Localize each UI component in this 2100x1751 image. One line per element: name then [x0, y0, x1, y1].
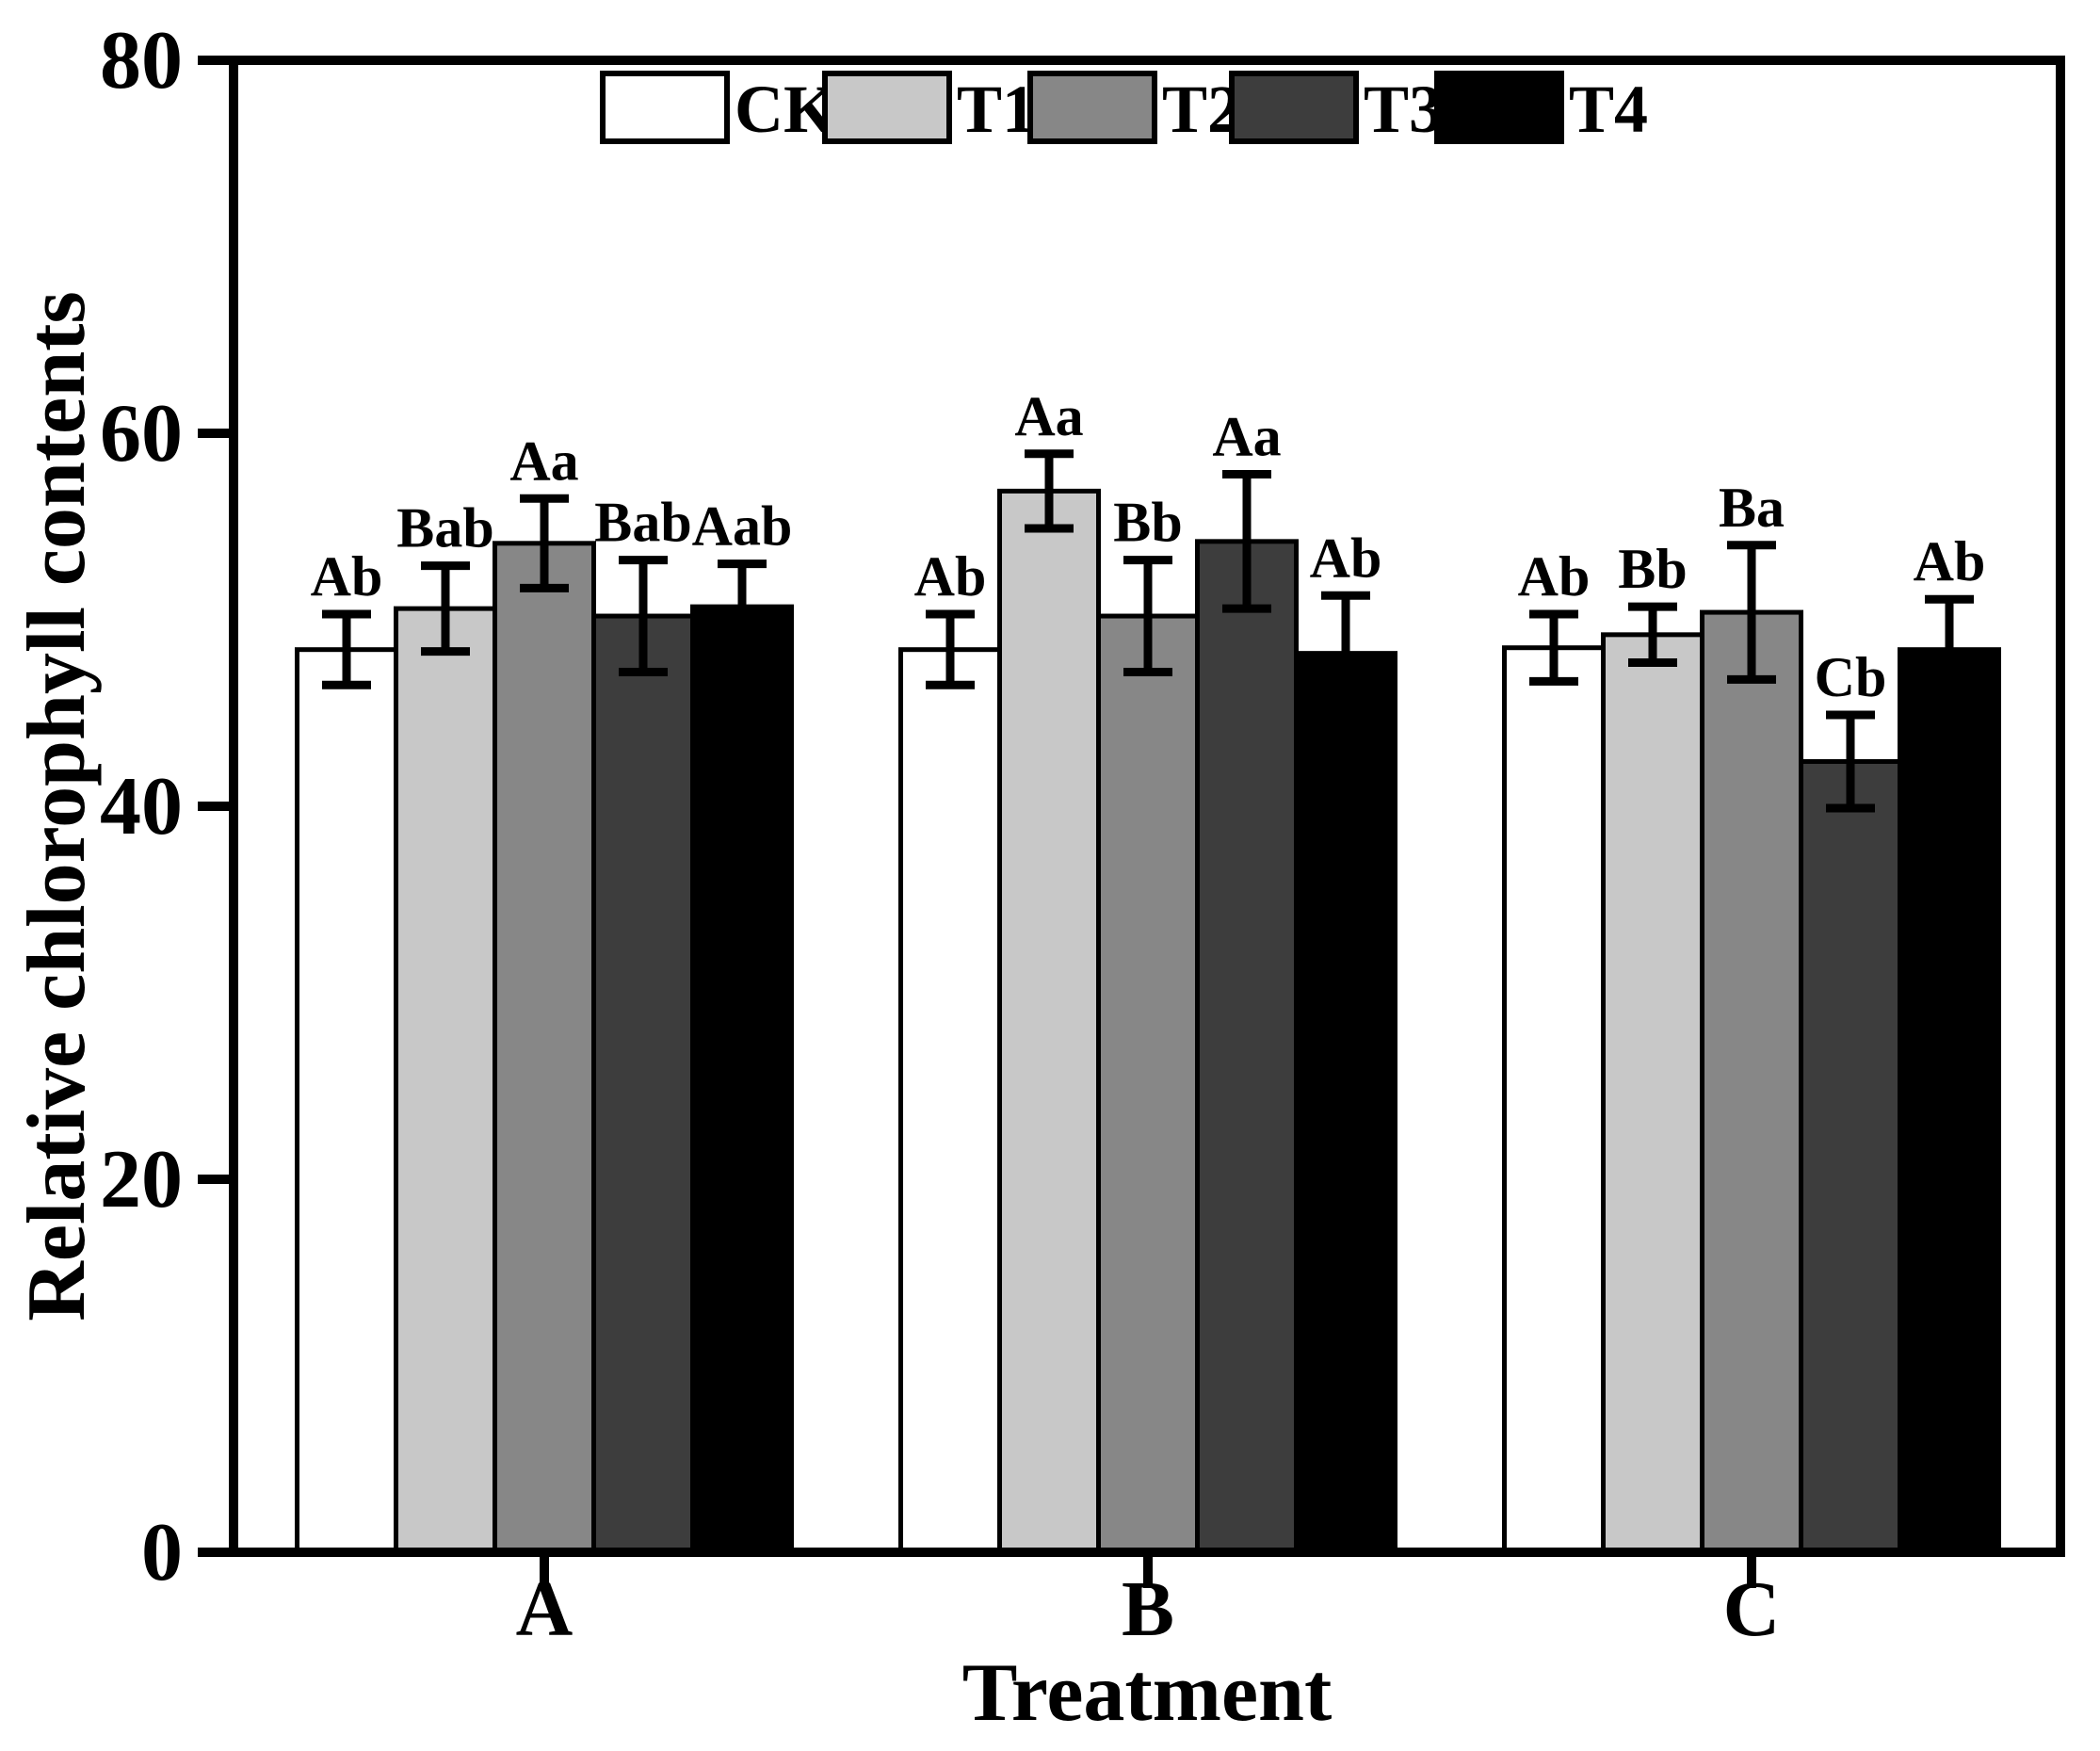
legend-swatch-T3 [1229, 71, 1359, 144]
errorbar-C-CK [1529, 609, 1578, 686]
legend-swatch-CK [600, 71, 730, 144]
legend-item-CK: CK [600, 71, 836, 147]
legend-item-T1: T1 [822, 71, 1036, 147]
y-tick-label-40: 40 [100, 761, 183, 852]
errorbar-B-T4 [1321, 591, 1370, 716]
errorbar-C-T4 [1925, 594, 1974, 705]
bar-A-CK [295, 647, 398, 1555]
legend-swatch-T2 [1027, 71, 1157, 144]
legend-item-T3: T3 [1229, 71, 1443, 147]
sig-label-B-T3: Aa [1212, 406, 1281, 468]
ticks-layer: 0 20 40 60 80 A B C [100, 15, 1780, 1653]
bar-B-T1 [997, 488, 1101, 1555]
errorbar-C-T3 [1826, 710, 1875, 813]
legend-item-T2: T2 [1027, 71, 1241, 147]
bar-C-T4 [1898, 647, 2001, 1555]
errorbar-B-CK [926, 609, 975, 689]
errorbar-A-T3 [619, 556, 668, 676]
errorbar-C-T2 [1727, 541, 1776, 684]
bar-C-CK [1502, 645, 1606, 1555]
errorbar-A-CK [322, 609, 371, 689]
sig-label-C-T4: Ab [1914, 530, 1986, 592]
errorbar-A-T1 [421, 561, 470, 657]
bar-A-T3 [591, 613, 695, 1555]
legend-label-T2: T2 [1162, 72, 1241, 147]
errorbar-B-T2 [1123, 556, 1172, 676]
legend-swatch-T1 [822, 71, 952, 144]
sig-label-C-T3: Cb [1815, 646, 1887, 708]
sig-label-A-T1: Bab [396, 497, 493, 559]
legend-label-CK: CK [735, 72, 836, 147]
legend-item-T4: T4 [1434, 71, 1648, 147]
sig-label-C-T1: Bb [1618, 538, 1687, 600]
x-category-label-C: C [1723, 1565, 1781, 1653]
errorbar-B-T1 [1025, 449, 1074, 533]
sig-label-B-T2: Bb [1113, 492, 1182, 554]
bar-B-CK [898, 647, 1002, 1555]
y-tick-label-20: 20 [100, 1134, 183, 1225]
legend-label-T4: T4 [1569, 72, 1648, 147]
sig-label-A-T4: Aab [692, 495, 793, 558]
errorbar-A-T4 [718, 559, 767, 655]
bar-B-T2 [1096, 613, 1200, 1555]
y-axis-title: Relative chlorophyll contents [11, 291, 103, 1321]
sig-label-C-CK: Ab [1518, 545, 1591, 608]
sig-label-B-T4: Ab [1310, 527, 1382, 589]
sig-label-B-T1: Aa [1014, 385, 1083, 447]
sig-label-A-CK: Ab [311, 545, 383, 608]
sig-label-A-T2: Aa [509, 430, 578, 492]
bar-B-T4 [1294, 651, 1397, 1555]
bar-C-T3 [1799, 758, 1902, 1555]
sig-label-C-T2: Ba [1719, 477, 1785, 539]
legend-swatch-T4 [1434, 71, 1564, 144]
legend-label-T3: T3 [1364, 72, 1443, 147]
legend: CK T1 T2 T3 T4 [600, 71, 1648, 147]
bar-B-T3 [1195, 539, 1299, 1555]
errorbar-C-T1 [1628, 602, 1677, 668]
x-category-label-B: B [1122, 1565, 1174, 1653]
errorbar-B-T3 [1222, 470, 1271, 613]
legend-label-T1: T1 [957, 72, 1036, 147]
bar-A-T2 [493, 541, 596, 1555]
bar-C-T1 [1601, 632, 1704, 1555]
bar-C-T2 [1700, 609, 1803, 1555]
y-tick-label-0: 0 [141, 1507, 183, 1598]
error-bars-layer [322, 449, 1974, 813]
y-tick-label-60: 60 [100, 388, 183, 479]
x-axis-title: Treatment [962, 1647, 1333, 1739]
sig-label-B-CK: Ab [914, 545, 987, 608]
bar-A-T1 [394, 606, 497, 1555]
bar-A-T4 [690, 604, 794, 1555]
x-category-label-A: A [516, 1565, 573, 1653]
errorbar-A-T2 [520, 494, 569, 592]
sig-label-A-T3: Bab [594, 492, 691, 554]
y-tick-label-80: 80 [100, 15, 183, 106]
